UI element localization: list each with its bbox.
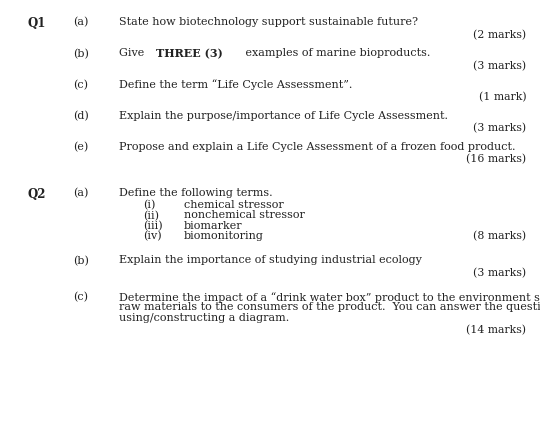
Text: (3 marks): (3 marks) — [474, 268, 526, 278]
Text: (14 marks): (14 marks) — [467, 325, 526, 335]
Text: Define the term “Life Cycle Assessment”.: Define the term “Life Cycle Assessment”. — [119, 80, 352, 90]
Text: Give: Give — [119, 48, 147, 58]
Text: (b): (b) — [73, 255, 89, 266]
Text: (1 mark): (1 mark) — [479, 92, 526, 102]
Text: (8 marks): (8 marks) — [474, 231, 526, 242]
Text: (iii): (iii) — [143, 221, 163, 231]
Text: using/constructing a diagram.: using/constructing a diagram. — [119, 313, 289, 323]
Text: examples of marine bioproducts.: examples of marine bioproducts. — [242, 48, 430, 58]
Text: chemical stressor: chemical stressor — [184, 200, 284, 210]
Text: (a): (a) — [73, 188, 88, 199]
Text: THREE (3): THREE (3) — [156, 48, 222, 59]
Text: (e): (e) — [73, 142, 88, 152]
Text: (c): (c) — [73, 80, 88, 90]
Text: biomarker: biomarker — [184, 221, 242, 231]
Text: Q2: Q2 — [27, 188, 45, 201]
Text: (a): (a) — [73, 17, 88, 28]
Text: biomonitoring: biomonitoring — [184, 231, 264, 241]
Text: (iv): (iv) — [143, 231, 161, 242]
Text: (3 marks): (3 marks) — [474, 61, 526, 71]
Text: (2 marks): (2 marks) — [474, 29, 526, 40]
Text: Q1: Q1 — [27, 17, 45, 30]
Text: Explain the purpose/importance of Life Cycle Assessment.: Explain the purpose/importance of Life C… — [119, 111, 448, 121]
Text: (c): (c) — [73, 292, 88, 302]
Text: (ii): (ii) — [143, 210, 159, 221]
Text: (d): (d) — [73, 111, 89, 121]
Text: Propose and explain a Life Cycle Assessment of a frozen food product.: Propose and explain a Life Cycle Assessm… — [119, 142, 515, 152]
Text: raw materials to the consumers of the product.  You can answer the question by: raw materials to the consumers of the pr… — [119, 302, 540, 312]
Text: Explain the importance of studying industrial ecology: Explain the importance of studying indus… — [119, 255, 422, 265]
Text: Define the following terms.: Define the following terms. — [119, 188, 272, 198]
Text: State how biotechnology support sustainable future?: State how biotechnology support sustaina… — [119, 17, 418, 27]
Text: (i): (i) — [143, 200, 156, 210]
Text: Determine the impact of a “drink water box” product to the environment starting : Determine the impact of a “drink water b… — [119, 292, 540, 303]
Text: (b): (b) — [73, 48, 89, 59]
Text: (16 marks): (16 marks) — [467, 154, 526, 165]
Text: nonchemical stressor: nonchemical stressor — [184, 210, 305, 220]
Text: (3 marks): (3 marks) — [474, 123, 526, 133]
